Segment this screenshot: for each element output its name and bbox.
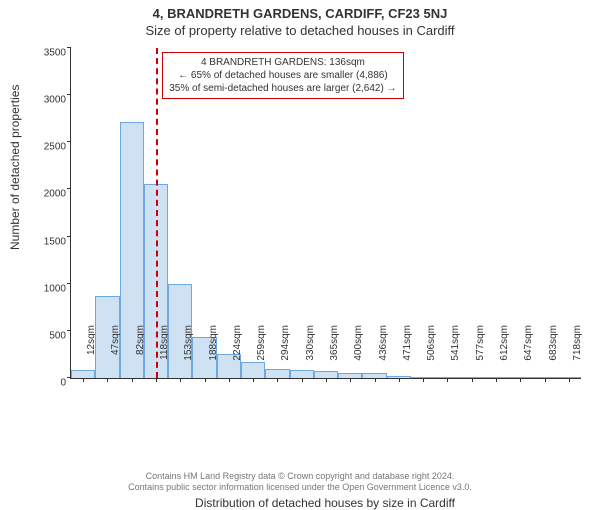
info-box-line-3: 35% of semi-detached houses are larger (…	[169, 82, 396, 95]
y-tick-label: 1500	[36, 236, 66, 247]
page-subtitle: Size of property relative to detached ho…	[0, 21, 600, 38]
x-tick-label: 471sqm	[402, 325, 413, 375]
x-tick-mark	[520, 378, 521, 382]
y-tick-label: 500	[36, 330, 66, 341]
x-tick-mark	[83, 378, 84, 382]
page-title-address: 4, BRANDRETH GARDENS, CARDIFF, CF23 5NJ	[0, 0, 600, 21]
y-tick-label: 0	[36, 378, 66, 389]
x-tick-mark	[107, 378, 108, 382]
x-tick-label: 365sqm	[329, 325, 340, 375]
x-tick-mark	[350, 378, 351, 382]
y-tick-mark	[67, 188, 71, 189]
histogram-plot: 12sqm47sqm82sqm118sqm153sqm188sqm224sqm2…	[70, 48, 581, 379]
x-tick-label: 506sqm	[426, 325, 437, 375]
x-tick-mark	[229, 378, 230, 382]
x-tick-mark	[447, 378, 448, 382]
x-tick-mark	[569, 378, 570, 382]
x-tick-label: 541sqm	[450, 325, 461, 375]
y-tick-label: 2500	[36, 142, 66, 153]
y-tick-label: 2000	[36, 189, 66, 200]
x-tick-label: 612sqm	[499, 325, 510, 375]
y-tick-label: 1000	[36, 283, 66, 294]
x-tick-mark	[399, 378, 400, 382]
x-tick-mark	[472, 378, 473, 382]
x-tick-mark	[132, 378, 133, 382]
y-tick-label: 3000	[36, 95, 66, 106]
y-tick-mark	[67, 141, 71, 142]
x-tick-label: 577sqm	[475, 325, 486, 375]
x-tick-label: 259sqm	[256, 325, 267, 375]
footer-line-2: Contains public sector information licen…	[0, 482, 600, 494]
y-axis-label: Number of detached properties	[8, 85, 22, 250]
footer-line-1: Contains HM Land Registry data © Crown c…	[0, 471, 600, 483]
y-tick-mark	[67, 283, 71, 284]
y-tick-mark	[67, 47, 71, 48]
x-tick-mark	[180, 378, 181, 382]
y-tick-mark	[67, 94, 71, 95]
x-tick-mark	[496, 378, 497, 382]
footer-attribution: Contains HM Land Registry data © Crown c…	[0, 471, 600, 494]
x-tick-mark	[205, 378, 206, 382]
x-axis-label: Distribution of detached houses by size …	[70, 496, 580, 510]
x-tick-mark	[326, 378, 327, 382]
x-tick-mark	[277, 378, 278, 382]
x-tick-label: 718sqm	[572, 325, 583, 375]
x-tick-label: 330sqm	[305, 325, 316, 375]
x-tick-label: 647sqm	[523, 325, 534, 375]
x-tick-mark	[253, 378, 254, 382]
y-tick-mark	[67, 330, 71, 331]
x-tick-mark	[375, 378, 376, 382]
property-marker-line	[156, 48, 158, 378]
x-tick-mark	[302, 378, 303, 382]
info-box-line-1: 4 BRANDRETH GARDENS: 136sqm	[169, 56, 396, 69]
info-box-line-2: ← 65% of detached houses are smaller (4,…	[169, 69, 396, 82]
chart-container: 4, BRANDRETH GARDENS, CARDIFF, CF23 5NJ …	[0, 0, 600, 500]
y-tick-mark	[67, 236, 71, 237]
y-tick-label: 3500	[36, 48, 66, 59]
x-tick-label: 436sqm	[378, 325, 389, 375]
x-tick-label: 683sqm	[548, 325, 559, 375]
y-tick-mark	[67, 377, 71, 378]
x-tick-label: 400sqm	[353, 325, 364, 375]
x-tick-mark	[423, 378, 424, 382]
x-tick-label: 294sqm	[280, 325, 291, 375]
property-info-box: 4 BRANDRETH GARDENS: 136sqm← 65% of deta…	[162, 52, 403, 99]
x-tick-mark	[156, 378, 157, 382]
x-tick-mark	[545, 378, 546, 382]
